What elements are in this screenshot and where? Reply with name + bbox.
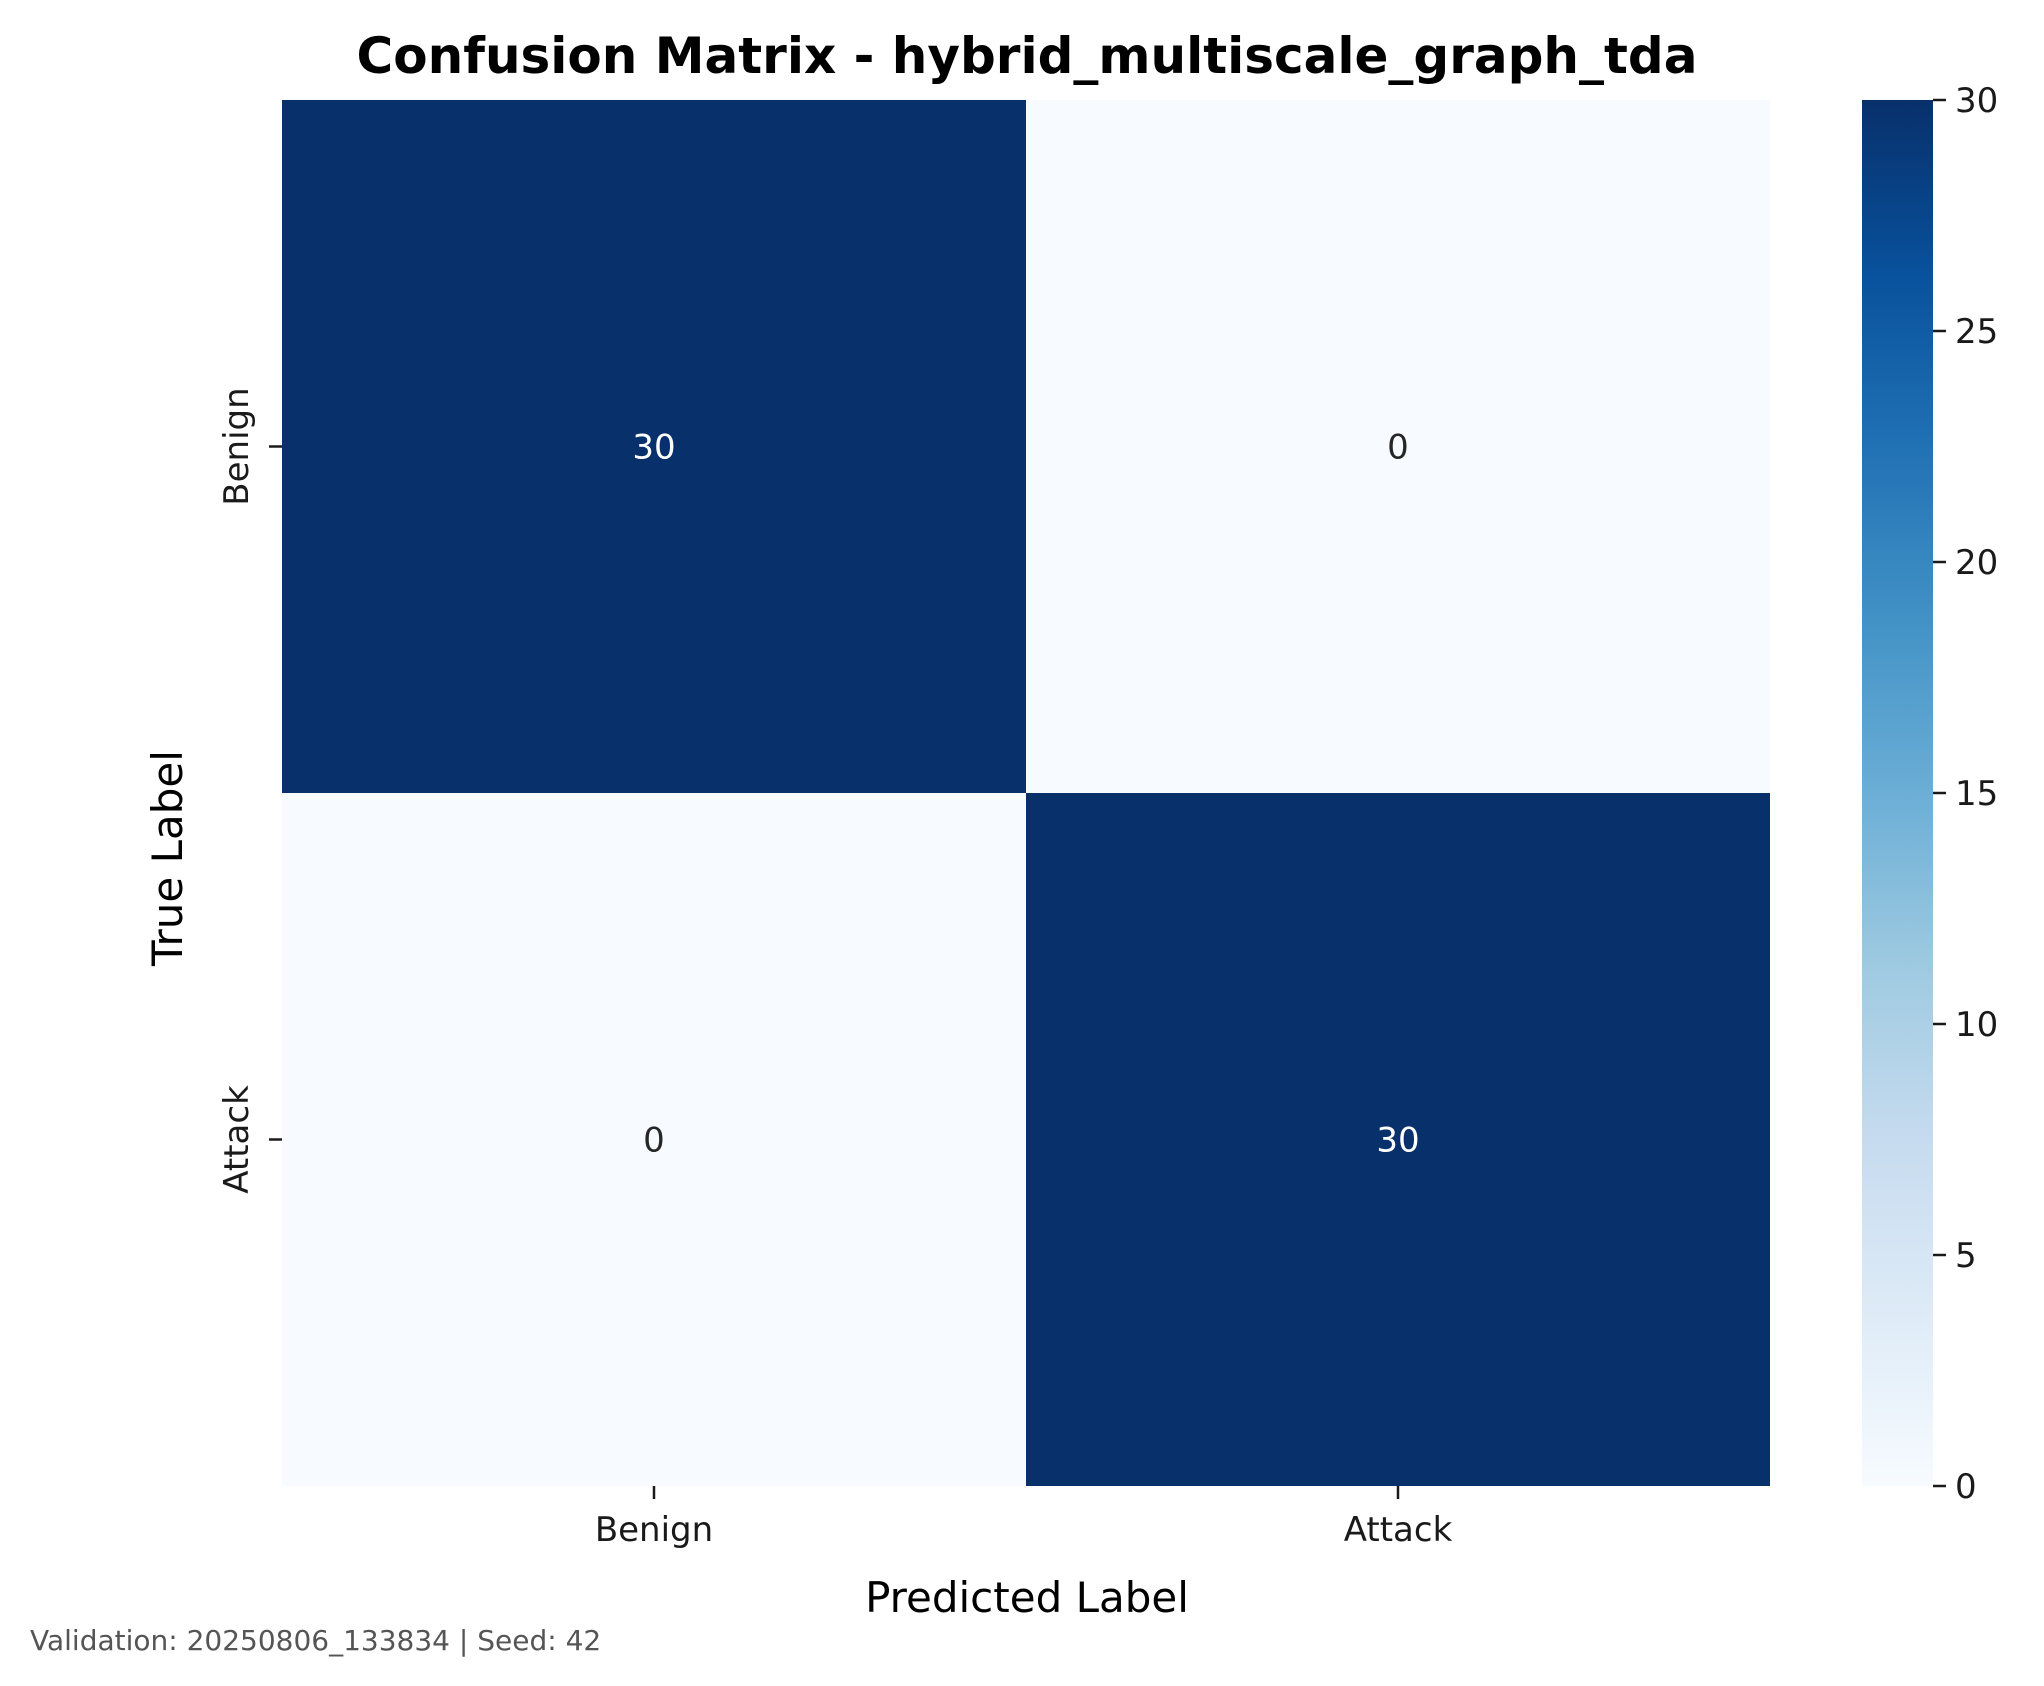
colorbar-tick-label: 5 — [1955, 1236, 1977, 1276]
colorbar-tick-label: 20 — [1955, 543, 1998, 583]
colorbar-tick-label: 10 — [1955, 1005, 1998, 1045]
heatmap-cell — [1026, 100, 1770, 793]
colorbar-tick-label: 30 — [1955, 81, 1998, 121]
colorbar-tick-label: 25 — [1955, 312, 1998, 352]
x-axis-label: Predicted Label — [865, 1573, 1189, 1622]
footer-validation-info: Validation: 20250806_133834 | Seed: 42 — [30, 1624, 601, 1657]
x-axis-ticks: Benign Attack — [595, 1486, 1453, 1550]
heatmap-cell — [1026, 793, 1770, 1486]
y-axis-ticks: Benign Attack — [217, 387, 282, 1194]
colorbar-ticks: 0 5 10 15 20 25 30 — [1933, 81, 1998, 1507]
y-tick-label: Attack — [217, 1085, 257, 1194]
heatmap-cell-value: 0 — [643, 1121, 665, 1161]
heatmap-cell — [282, 100, 1026, 793]
colorbar-tick-label: 0 — [1955, 1467, 1977, 1507]
colorbar: 0 5 10 15 20 25 30 — [1862, 81, 1998, 1507]
heatmap-cell-value: 30 — [1376, 1121, 1419, 1161]
x-tick-label: Attack — [1344, 1510, 1453, 1550]
heatmap-cell — [282, 793, 1026, 1486]
heatmap-cell-value: 30 — [632, 428, 675, 468]
x-tick-label: Benign — [595, 1510, 713, 1550]
y-axis-label: True Label — [143, 750, 192, 967]
colorbar-tick-label: 15 — [1955, 774, 1998, 814]
heatmap-cell-value: 0 — [1387, 428, 1409, 468]
chart-title: Confusion Matrix - hybrid_multiscale_gra… — [357, 27, 1698, 85]
y-tick-label: Benign — [217, 387, 257, 505]
heatmap-cells: 30 0 0 30 — [282, 100, 1770, 1486]
colorbar-gradient — [1862, 100, 1933, 1486]
